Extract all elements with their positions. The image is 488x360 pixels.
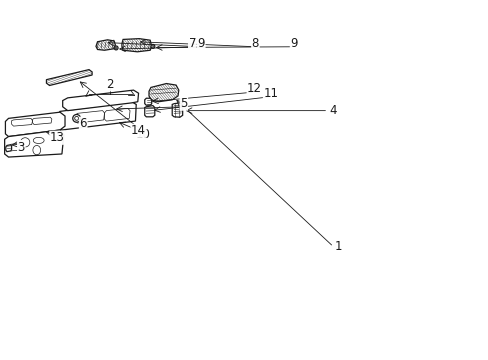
Text: 5: 5 bbox=[180, 97, 187, 110]
Text: 3: 3 bbox=[18, 140, 25, 153]
Text: 8: 8 bbox=[251, 37, 259, 50]
Text: 9: 9 bbox=[197, 37, 204, 50]
Polygon shape bbox=[5, 112, 65, 136]
Circle shape bbox=[114, 46, 118, 50]
Text: 7: 7 bbox=[188, 37, 196, 50]
Circle shape bbox=[75, 116, 79, 120]
Polygon shape bbox=[62, 90, 138, 111]
Polygon shape bbox=[57, 102, 136, 130]
Polygon shape bbox=[4, 130, 64, 157]
Text: 9: 9 bbox=[290, 37, 297, 50]
Text: 14: 14 bbox=[131, 124, 146, 137]
Polygon shape bbox=[6, 145, 12, 152]
Text: 1: 1 bbox=[334, 240, 342, 253]
Polygon shape bbox=[172, 103, 183, 117]
Text: 10: 10 bbox=[136, 128, 150, 141]
Circle shape bbox=[115, 47, 117, 49]
Polygon shape bbox=[106, 104, 120, 114]
Text: 2: 2 bbox=[106, 78, 114, 91]
Polygon shape bbox=[144, 98, 151, 105]
Text: 13: 13 bbox=[50, 131, 64, 144]
Text: 11: 11 bbox=[263, 87, 278, 100]
Circle shape bbox=[151, 44, 155, 48]
Text: 6: 6 bbox=[79, 117, 87, 130]
Circle shape bbox=[73, 114, 81, 122]
Text: 4: 4 bbox=[328, 104, 336, 117]
Polygon shape bbox=[144, 105, 155, 117]
Circle shape bbox=[152, 45, 153, 47]
Text: 12: 12 bbox=[246, 82, 262, 95]
